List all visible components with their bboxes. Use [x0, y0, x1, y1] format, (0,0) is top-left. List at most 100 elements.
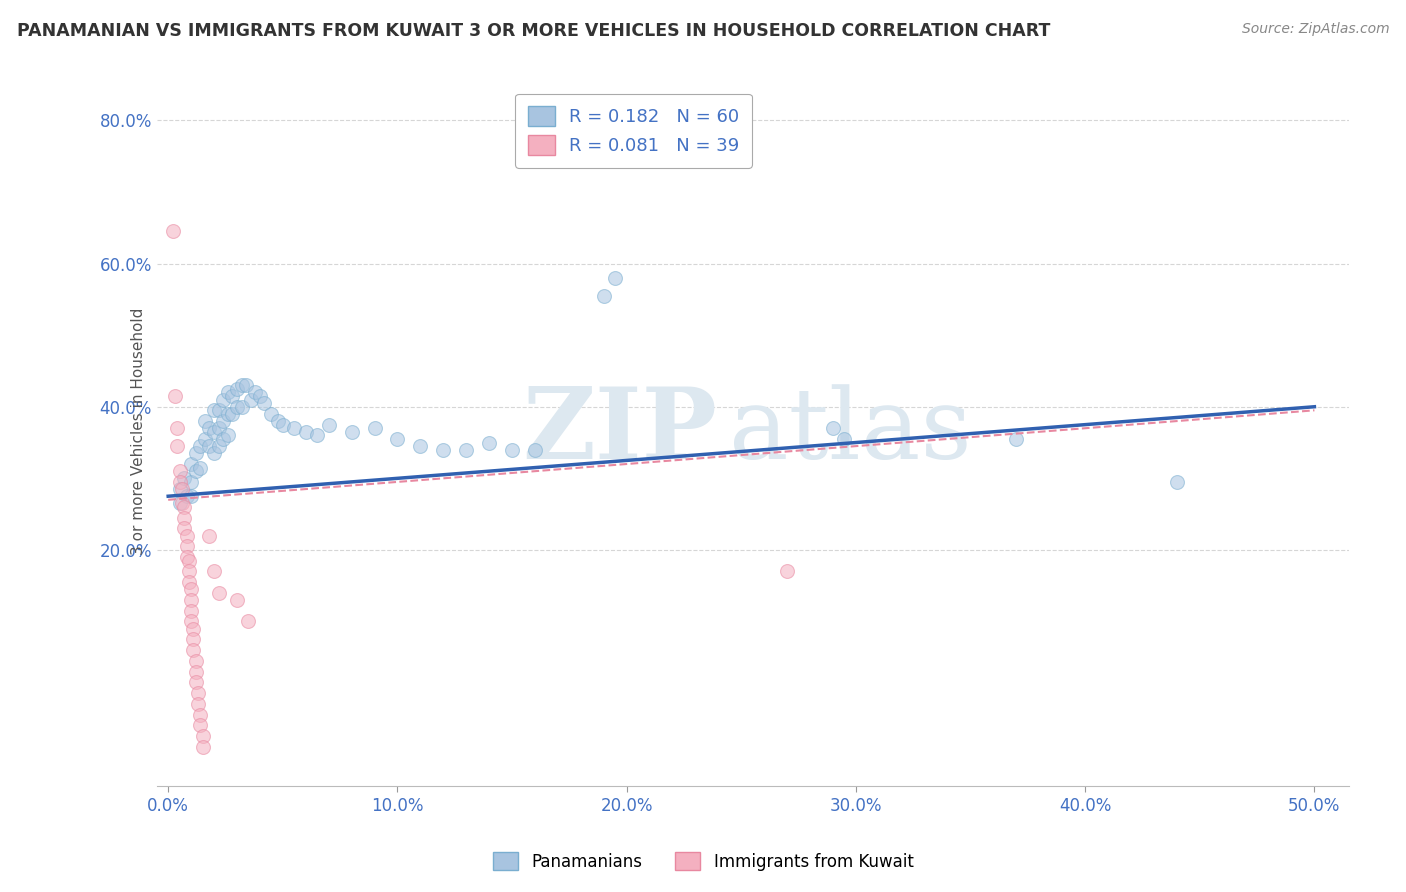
Y-axis label: 3 or more Vehicles in Household: 3 or more Vehicles in Household	[131, 308, 146, 556]
Point	[176, 528, 198, 542]
Point	[238, 615, 260, 629]
Point	[217, 428, 239, 442]
Point	[191, 729, 214, 743]
Point	[177, 565, 200, 579]
Point	[194, 432, 217, 446]
Point	[187, 697, 209, 711]
Point	[184, 654, 207, 668]
Point	[245, 385, 267, 400]
Point	[363, 421, 385, 435]
Point	[176, 539, 198, 553]
Point	[226, 593, 249, 607]
Point	[180, 615, 202, 629]
Point	[173, 500, 195, 514]
Point	[180, 457, 202, 471]
Point	[239, 392, 262, 407]
Point	[188, 718, 211, 732]
Point	[253, 396, 276, 410]
Point	[170, 496, 193, 510]
Point	[183, 643, 205, 657]
Point	[249, 389, 271, 403]
Point	[202, 446, 225, 460]
Point	[173, 521, 195, 535]
Point	[456, 442, 478, 457]
Point	[212, 414, 235, 428]
Point	[162, 224, 184, 238]
Point	[212, 432, 235, 446]
Point	[207, 439, 229, 453]
Point	[271, 417, 294, 432]
Point	[188, 707, 211, 722]
Point	[260, 407, 283, 421]
Legend: R = 0.182   N = 60, R = 0.081   N = 39: R = 0.182 N = 60, R = 0.081 N = 39	[515, 94, 752, 168]
Point	[184, 446, 207, 460]
Point	[592, 289, 614, 303]
Point	[184, 675, 207, 690]
Point	[294, 425, 316, 439]
Point	[180, 593, 202, 607]
Point	[194, 414, 217, 428]
Point	[183, 632, 205, 647]
Point	[207, 421, 229, 435]
Text: Source: ZipAtlas.com: Source: ZipAtlas.com	[1241, 22, 1389, 37]
Point	[212, 392, 235, 407]
Point	[187, 686, 209, 700]
Text: PANAMANIAN VS IMMIGRANTS FROM KUWAIT 3 OR MORE VEHICLES IN HOUSEHOLD CORRELATION: PANAMANIAN VS IMMIGRANTS FROM KUWAIT 3 O…	[17, 22, 1050, 40]
Point	[432, 442, 454, 457]
Point	[478, 435, 501, 450]
Point	[176, 489, 198, 503]
Point	[221, 389, 243, 403]
Point	[283, 421, 305, 435]
Legend: Panamanians, Immigrants from Kuwait: Panamanians, Immigrants from Kuwait	[484, 844, 922, 880]
Point	[173, 471, 195, 485]
Point	[202, 403, 225, 417]
Point	[165, 389, 187, 403]
Point	[1166, 475, 1188, 489]
Point	[207, 586, 229, 600]
Text: ZIP: ZIP	[522, 384, 717, 480]
Point	[198, 439, 221, 453]
Point	[340, 425, 363, 439]
Point	[166, 439, 188, 453]
Point	[191, 739, 214, 754]
Point	[267, 414, 290, 428]
Point	[166, 421, 188, 435]
Point	[202, 565, 225, 579]
Point	[184, 665, 207, 679]
Point	[169, 464, 191, 478]
Text: atlas: atlas	[728, 384, 972, 480]
Point	[524, 442, 547, 457]
Point	[207, 403, 229, 417]
Point	[169, 496, 191, 510]
Point	[307, 428, 329, 442]
Point	[180, 489, 202, 503]
Point	[409, 439, 432, 453]
Point	[176, 550, 198, 565]
Point	[226, 382, 249, 396]
Point	[834, 432, 856, 446]
Point	[387, 432, 409, 446]
Point	[184, 464, 207, 478]
Point	[180, 604, 202, 618]
Point	[183, 622, 205, 636]
Point	[226, 400, 249, 414]
Point	[202, 425, 225, 439]
Point	[217, 385, 239, 400]
Point	[235, 378, 257, 392]
Point	[180, 582, 202, 597]
Point	[605, 271, 627, 285]
Point	[170, 482, 193, 496]
Point	[177, 575, 200, 590]
Point	[231, 378, 253, 392]
Point	[188, 460, 211, 475]
Point	[188, 439, 211, 453]
Point	[198, 528, 221, 542]
Point	[501, 442, 523, 457]
Point	[173, 510, 195, 524]
Point	[776, 565, 799, 579]
Point	[221, 407, 243, 421]
Point	[169, 475, 191, 489]
Point	[169, 482, 191, 496]
Point	[180, 475, 202, 489]
Point	[318, 417, 340, 432]
